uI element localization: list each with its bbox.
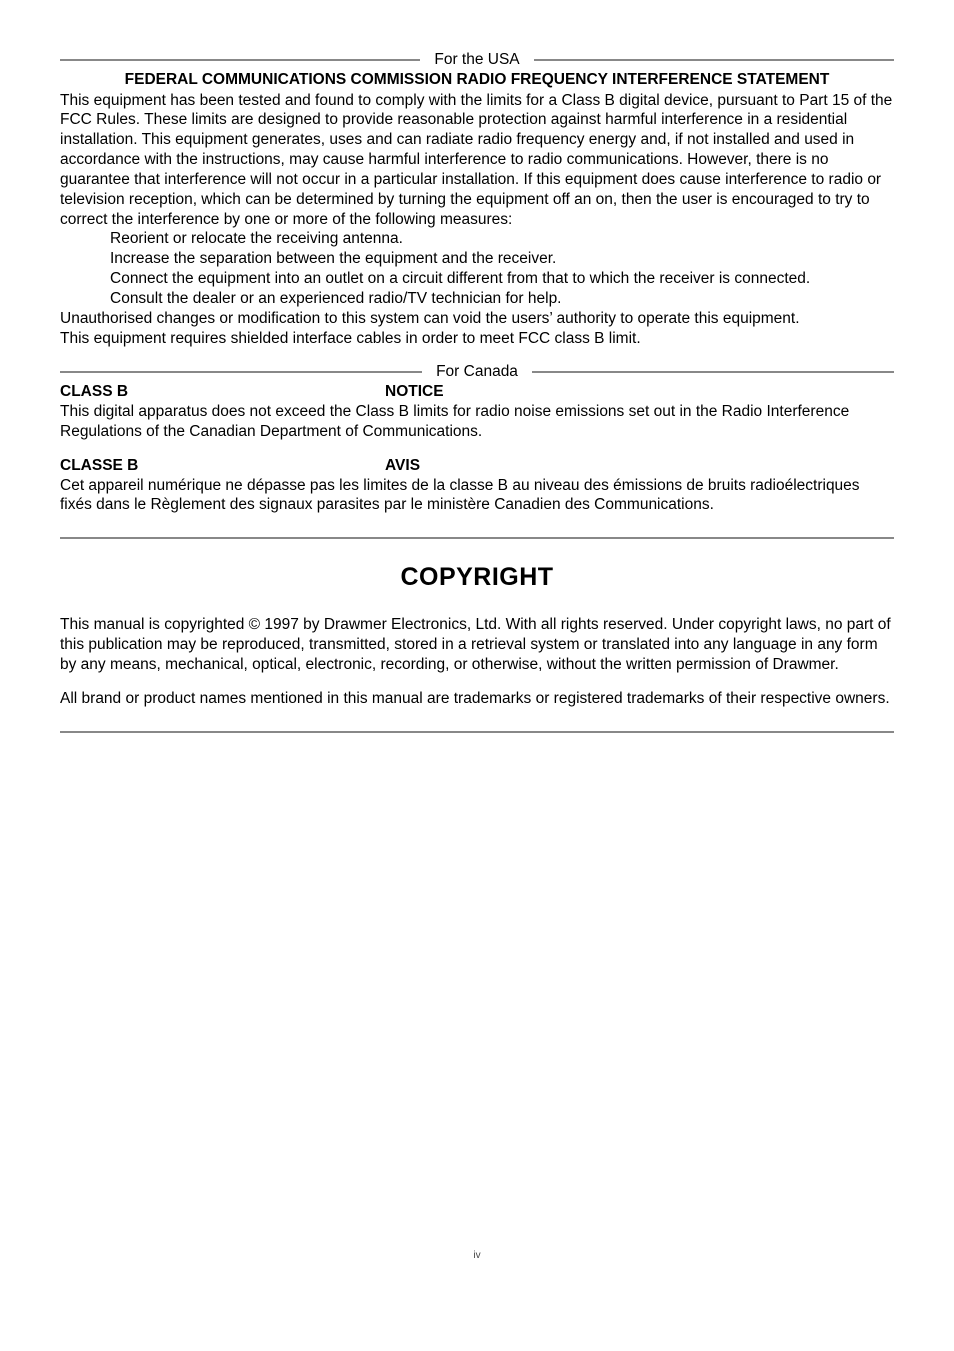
notice-body: This digital apparatus does not exceed t…	[60, 402, 894, 442]
rule-above-copyright	[60, 537, 894, 539]
section-divider-canada: For Canada	[60, 362, 894, 382]
rule-left	[60, 59, 420, 61]
usa-bullet-2: Increase the separation between the equi…	[110, 249, 894, 269]
rule-right	[534, 59, 894, 61]
classeb-avis-row: CLASSE B AVIS	[60, 456, 894, 476]
copyright-p2: All brand or product names mentioned in …	[60, 689, 894, 709]
usa-body: This equipment has been tested and found…	[60, 91, 894, 230]
section-label-canada: For Canada	[422, 362, 532, 382]
copyright-heading: COPYRIGHT	[60, 561, 894, 593]
usa-bullet-1: Reorient or relocate the receiving anten…	[110, 229, 894, 249]
usa-bullet-4: Consult the dealer or an experienced rad…	[110, 289, 894, 309]
section-divider-usa: For the USA	[60, 50, 894, 70]
avis-body: Cet appareil numérique ne dépasse pas le…	[60, 476, 894, 516]
classb-label: CLASS B	[60, 382, 385, 402]
classb-notice-row: CLASS B NOTICE	[60, 382, 894, 402]
usa-tail-1: Unauthorised changes or modification to …	[60, 309, 894, 329]
rule-left	[60, 371, 422, 373]
rule-right	[532, 371, 894, 373]
rule-below-copyright	[60, 731, 894, 733]
usa-tail-2: This equipment requires shielded interfa…	[60, 329, 894, 349]
section-label-usa: For the USA	[420, 50, 533, 70]
page-number: iv	[60, 1250, 894, 1263]
avis-label: AVIS	[385, 456, 420, 476]
usa-title: FEDERAL COMMUNICATIONS COMMISSION RADIO …	[60, 70, 894, 90]
copyright-p1: This manual is copyrighted © 1997 by Dra…	[60, 615, 894, 674]
usa-bullets: Reorient or relocate the receiving anten…	[110, 229, 894, 308]
notice-label: NOTICE	[385, 382, 444, 402]
classeb-label: CLASSE B	[60, 456, 385, 476]
usa-bullet-3: Connect the equipment into an outlet on …	[110, 269, 894, 289]
